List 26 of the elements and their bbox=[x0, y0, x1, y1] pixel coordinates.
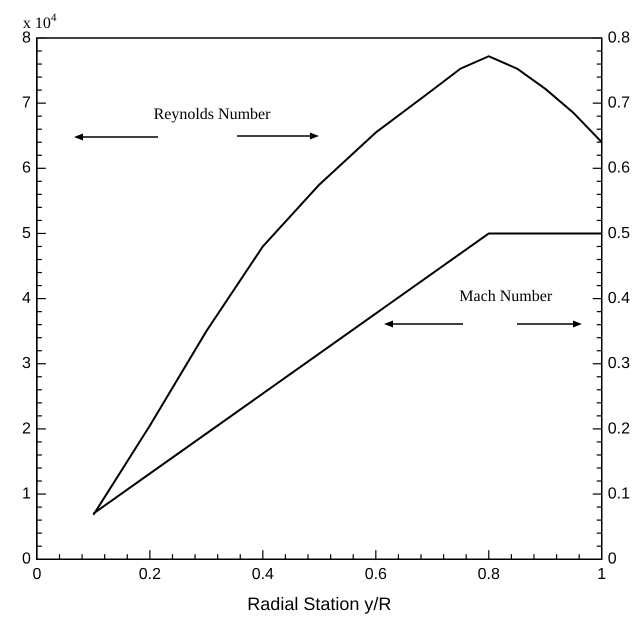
y-tick-label: 7 bbox=[22, 94, 31, 112]
y-tick-label: 2 bbox=[22, 420, 31, 438]
annotation: Reynolds Number bbox=[154, 106, 272, 123]
y-tick-label: 6 bbox=[22, 160, 31, 177]
x-tick-label: 0.8 bbox=[478, 566, 500, 584]
x-tick-label: 0.2 bbox=[138, 566, 162, 584]
y2-tick-label: 0.3 bbox=[608, 355, 630, 372]
annotation: Mach Number bbox=[459, 288, 553, 306]
x-tick-label: 0.6 bbox=[364, 566, 388, 584]
y-tick-label: 3 bbox=[22, 355, 31, 372]
y2-tick-label: 0.6 bbox=[608, 160, 630, 177]
y2-tick-label: 0 bbox=[608, 550, 617, 568]
y2-tick-label: 0.2 bbox=[608, 420, 630, 438]
y-tick-label: 4 bbox=[22, 290, 31, 308]
y-tick-label: 0 bbox=[22, 550, 31, 568]
y-tick-label: 8 bbox=[22, 29, 31, 46]
y2-tick-label: 0.7 bbox=[608, 94, 630, 112]
x-axis-title: Radial Station y/R bbox=[247, 594, 392, 614]
x-tick-label: 0.4 bbox=[252, 566, 274, 584]
y2-tick-label: 0.5 bbox=[608, 224, 630, 242]
y-tick-label: 5 bbox=[22, 224, 31, 242]
y2-tick-label: 0.8 bbox=[608, 29, 630, 46]
x-tick-label: 1 bbox=[597, 566, 606, 584]
y2-tick-label: 0.1 bbox=[608, 485, 630, 502]
y2-tick-label: 0.4 bbox=[608, 290, 630, 308]
y-tick-label: 1 bbox=[22, 485, 31, 502]
